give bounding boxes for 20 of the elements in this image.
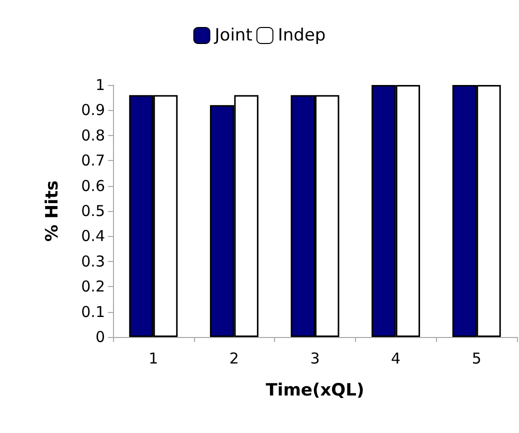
y-tick-label: 0.1 xyxy=(81,302,105,321)
y-axis-title: % Hits xyxy=(42,180,62,242)
x-axis-title: Time(xQL) xyxy=(266,380,364,400)
y-tick-label: 0.3 xyxy=(81,252,105,270)
y-tick-label: 0.7 xyxy=(81,152,105,170)
y-tick-label: 0.6 xyxy=(81,176,105,195)
x-tick-label: 4 xyxy=(391,350,401,368)
y-tick-label: 0.2 xyxy=(81,278,105,296)
y-tick-label: 0 xyxy=(95,328,105,346)
y-tick-label: 0.9 xyxy=(81,101,105,120)
y-tick-label: 0.4 xyxy=(81,227,105,246)
legend-label: Indep xyxy=(278,26,326,46)
x-tick-label: 5 xyxy=(472,350,482,368)
x-tick-label: 3 xyxy=(310,350,320,368)
y-tick-label: 1 xyxy=(95,76,105,94)
y-tick-label: 0.8 xyxy=(81,126,105,144)
x-tick-label: 2 xyxy=(229,350,239,368)
legend-label: Joint xyxy=(214,26,253,46)
y-tick-label: 0.5 xyxy=(81,202,105,220)
x-tick-label: 1 xyxy=(148,350,158,368)
